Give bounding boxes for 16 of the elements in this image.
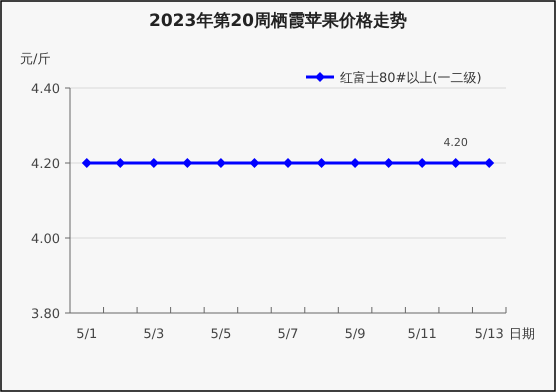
y-tick-label: 4.40 — [31, 82, 60, 97]
x-tick-label: 5/9 — [344, 327, 366, 342]
chart-title: 2023年第20周栖霞苹果价格走势 — [149, 11, 407, 31]
y-tick-label: 4.00 — [31, 232, 60, 247]
x-tick-label: 5/11 — [408, 327, 437, 342]
legend-label: 红富士80#以上(一二级) — [340, 70, 482, 86]
y-tick-label: 4.20 — [31, 157, 60, 172]
x-tick-label: 5/7 — [278, 327, 298, 342]
y-tick-label: 3.80 — [31, 307, 60, 322]
data-label: 4.20 — [443, 136, 468, 149]
x-tick-label: 5/5 — [210, 327, 232, 342]
x-tick-label: 5/3 — [143, 327, 164, 342]
x-tick-label: 5/13 — [474, 327, 504, 342]
x-axis-title: 日期 — [509, 327, 535, 342]
x-tick-label: 5/1 — [76, 327, 98, 342]
y-axis-title: 元/斤 — [20, 52, 50, 67]
